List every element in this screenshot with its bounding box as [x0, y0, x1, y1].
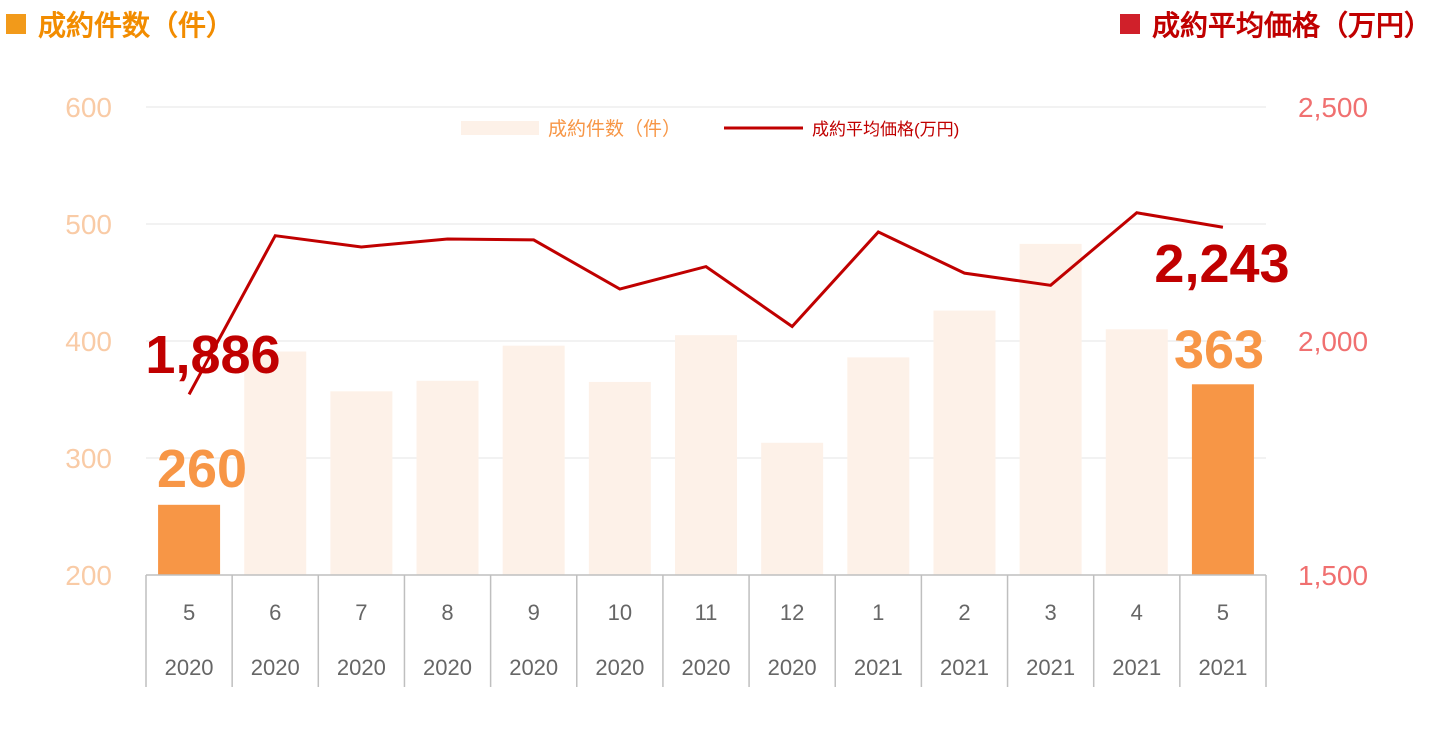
bar — [416, 380, 479, 575]
red-square-icon — [1119, 14, 1140, 34]
axes: 200 300 400 500 600 1,500 2,000 2,500 — [65, 92, 1368, 591]
bar — [244, 351, 307, 575]
left-axis-tick: 500 — [65, 209, 112, 240]
right-axis-tick: 2,000 — [1298, 326, 1368, 357]
orange-square-icon — [6, 14, 26, 34]
category-year-label: 2020 — [595, 655, 644, 680]
first-line-value-label: 1,886 — [145, 325, 280, 385]
right-axis-header-label: 成約平均価格（万円） — [1151, 9, 1432, 42]
category-year-label: 2021 — [940, 655, 989, 680]
bar — [588, 381, 651, 575]
bar — [761, 442, 824, 575]
category-axis: 5202062020720208202092020102020112020122… — [145, 574, 1267, 687]
category-year-label: 2020 — [165, 655, 214, 680]
bar — [158, 504, 221, 575]
category-year-label: 2020 — [251, 655, 300, 680]
left-axis-tick: 200 — [65, 560, 112, 591]
bar — [1105, 329, 1168, 575]
category-month-label: 4 — [1131, 600, 1143, 625]
category-month-label: 6 — [269, 600, 281, 625]
category-month-label: 3 — [1044, 600, 1056, 625]
category-year-label: 2021 — [854, 655, 903, 680]
category-month-label: 5 — [1217, 600, 1229, 625]
category-month-label: 2 — [958, 600, 970, 625]
legend: 成約件数（件） 成約平均価格(万円) — [461, 118, 959, 140]
category-month-label: 5 — [183, 600, 195, 625]
category-month-label: 11 — [695, 600, 718, 625]
bars — [158, 243, 1254, 575]
bar — [330, 391, 393, 575]
left-axis-header: 成約件数（件） — [6, 4, 234, 44]
category-month-label: 10 — [608, 600, 632, 625]
left-axis-tick: 400 — [65, 326, 112, 357]
category-year-label: 2021 — [1026, 655, 1075, 680]
category-year-label: 2020 — [423, 655, 472, 680]
price-line-path — [187, 211, 1224, 396]
last-line-value-label: 2,243 — [1154, 234, 1289, 294]
category-month-label: 8 — [441, 600, 453, 625]
bar — [933, 310, 996, 575]
category-year-label: 2021 — [1198, 655, 1247, 680]
bar — [847, 357, 910, 575]
category-year-label: 2020 — [509, 655, 558, 680]
legend-line-label: 成約平均価格(万円) — [812, 120, 959, 139]
first-bar-value-label: 260 — [157, 439, 247, 499]
category-year-label: 2020 — [337, 655, 386, 680]
price-line — [187, 211, 1224, 396]
legend-bar-swatch — [461, 121, 539, 135]
right-axis-tick: 1,500 — [1298, 560, 1368, 591]
right-axis-header: 成約平均価格（万円） — [1119, 4, 1432, 44]
right-axis-tick: 2,500 — [1298, 92, 1368, 123]
category-month-label: 1 — [872, 600, 884, 625]
category-year-label: 2021 — [1112, 655, 1161, 680]
bar — [502, 345, 565, 575]
bar — [675, 335, 737, 575]
left-axis-tick: 300 — [65, 443, 112, 474]
left-axis-header-label: 成約件数（件） — [38, 9, 235, 42]
category-year-label: 2020 — [768, 655, 817, 680]
data-labels: 1,886 2,243 260 363 — [145, 234, 1289, 499]
category-month-label: 12 — [780, 600, 804, 625]
bar — [1019, 243, 1082, 575]
last-bar-value-label: 363 — [1174, 320, 1264, 380]
left-axis-tick: 600 — [65, 92, 112, 123]
category-month-label: 9 — [528, 600, 540, 625]
bar — [1191, 384, 1254, 575]
category-month-label: 7 — [355, 600, 367, 625]
legend-bar-label: 成約件数（件） — [548, 118, 681, 140]
category-year-label: 2020 — [682, 655, 731, 680]
